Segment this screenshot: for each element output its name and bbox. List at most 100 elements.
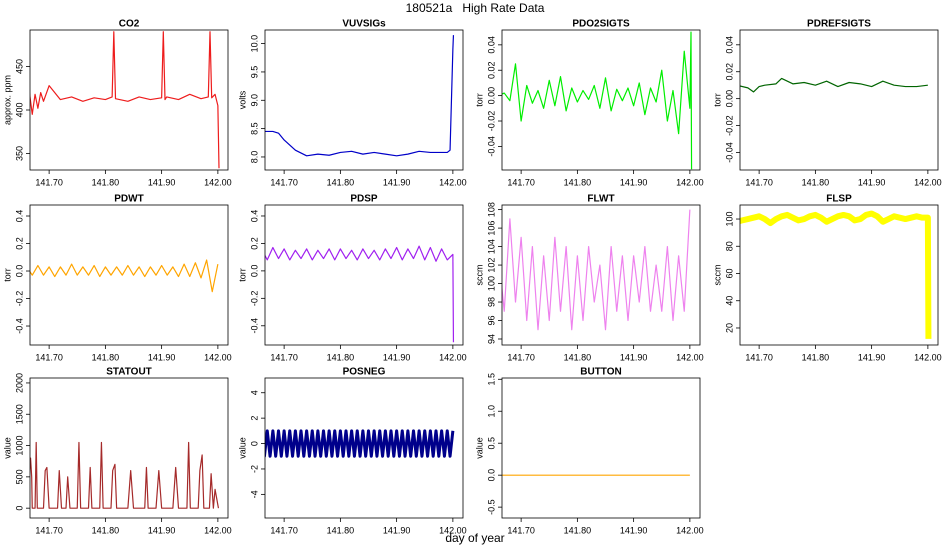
- panel-frame: [501, 29, 701, 171]
- x-tick-label: 141.70: [35, 177, 63, 187]
- x-tick-label: 141.90: [620, 352, 648, 362]
- y-tick-label: 102: [486, 258, 496, 273]
- y-tick-label: 40: [724, 296, 734, 306]
- panel-title: PDO2SIGTS: [572, 19, 630, 30]
- x-tick-label: 141.70: [507, 525, 535, 535]
- data-line: [740, 210, 932, 339]
- x-tick-label: 142.00: [439, 177, 467, 187]
- panel-title: FLSP: [826, 194, 852, 205]
- y-tick-label: -0.02: [724, 115, 734, 136]
- y-tick-label: -4: [249, 490, 259, 498]
- x-tick-label: 141.80: [564, 177, 592, 187]
- panel-frame: [739, 29, 939, 171]
- x-tick-label: 141.90: [620, 525, 648, 535]
- y-tick-label: 0.04: [724, 36, 734, 54]
- plot-area: [502, 209, 691, 331]
- y-tick-label: 10.0: [249, 35, 259, 53]
- y-tick-label: -0.4: [14, 318, 24, 334]
- x-tick-label: 141.80: [92, 352, 120, 362]
- panel-title: PDWT: [114, 194, 143, 205]
- y-tick-label: 500: [14, 469, 24, 484]
- x-tick-label: 141.90: [148, 352, 176, 362]
- plot-area: [740, 210, 932, 339]
- x-tick-label: 142.00: [204, 352, 232, 362]
- x-tick-label: 141.80: [92, 177, 120, 187]
- y-tick-label: 0.2: [249, 237, 259, 250]
- y-axis-label: torr: [474, 93, 484, 107]
- y-tick-label: 0: [14, 506, 24, 511]
- x-tick-label: 141.80: [327, 177, 355, 187]
- y-axis-label: value: [237, 437, 247, 459]
- panel-frame: [29, 204, 229, 346]
- y-tick-label: 0.02: [486, 61, 496, 79]
- x-tick-label: 141.80: [327, 352, 355, 362]
- y-axis-label: torr: [237, 268, 247, 282]
- y-tick-label: 100: [724, 212, 734, 227]
- y-tick-label: -0.04: [724, 142, 734, 163]
- panel-frame: [29, 377, 229, 519]
- panel-frame: [501, 377, 701, 519]
- y-tick-label: 104: [486, 239, 496, 254]
- y-tick-label: -0.2: [14, 291, 24, 307]
- y-tick-label: 8.0: [249, 151, 259, 164]
- y-tick-label: 108: [486, 202, 496, 217]
- x-tick-label: 142.00: [676, 177, 704, 187]
- x-tick-label: 141.70: [745, 177, 773, 187]
- plot-area: [265, 429, 455, 458]
- panel-title: FLWT: [587, 194, 614, 205]
- panel-title: VUVSIGs: [342, 19, 386, 30]
- y-axis-label: volts: [237, 90, 247, 109]
- y-tick-label: 8.5: [249, 122, 259, 135]
- panel-title: POSNEG: [343, 367, 386, 378]
- y-tick-label: 0.0: [249, 265, 259, 278]
- plot-area: [265, 35, 455, 157]
- y-tick-label: 0.4: [14, 210, 24, 223]
- x-tick-label: 141.80: [564, 352, 592, 362]
- x-tick-label: 141.90: [383, 525, 411, 535]
- x-tick-label: 141.70: [270, 177, 298, 187]
- x-tick-label: 142.00: [439, 352, 467, 362]
- y-axis-label: torr: [2, 268, 12, 282]
- x-tick-label: 141.90: [620, 177, 648, 187]
- y-tick-label: 2: [249, 416, 259, 421]
- y-tick-label: 98: [486, 297, 496, 307]
- panel-title: PDSP: [350, 194, 378, 205]
- y-tick-label: 9.0: [249, 94, 259, 107]
- x-tick-label: 142.00: [914, 352, 942, 362]
- x-tick-label: 142.00: [914, 177, 942, 187]
- panel-title: STATOUT: [106, 367, 152, 378]
- y-axis-label: sccm: [474, 265, 484, 286]
- x-tick-label: 141.70: [507, 177, 535, 187]
- y-tick-label: 0.0: [486, 469, 496, 482]
- plot-area: [30, 31, 220, 169]
- y-tick-label: 1500: [14, 404, 24, 424]
- y-tick-label: 0.00: [486, 87, 496, 105]
- y-tick-label: 0.0: [14, 265, 24, 278]
- data-line: [502, 209, 691, 331]
- x-axis-label: day of year: [445, 531, 504, 545]
- x-tick-label: 141.70: [270, 525, 298, 535]
- x-tick-label: 142.00: [204, 177, 232, 187]
- y-tick-label: 106: [486, 221, 496, 236]
- plot-area: [502, 31, 693, 170]
- x-tick-label: 141.70: [35, 525, 63, 535]
- panel-frame: [739, 204, 939, 346]
- y-tick-label: 100: [486, 276, 496, 291]
- x-tick-label: 141.70: [745, 352, 773, 362]
- x-tick-label: 141.80: [92, 525, 120, 535]
- y-tick-label: 0: [249, 441, 259, 446]
- x-tick-label: 142.00: [676, 352, 704, 362]
- data-line: [265, 245, 455, 343]
- y-tick-label: 1000: [14, 436, 24, 456]
- y-tick-label: -0.5: [486, 499, 496, 515]
- panel-frame: [29, 29, 229, 171]
- y-axis-label: torr: [712, 93, 722, 107]
- y-tick-label: 0.02: [724, 63, 734, 81]
- y-tick-label: -0.4: [249, 318, 259, 334]
- x-tick-label: 141.70: [270, 352, 298, 362]
- y-tick-label: 80: [724, 241, 734, 251]
- x-tick-label: 141.80: [564, 525, 592, 535]
- y-axis-label: value: [2, 437, 12, 459]
- y-tick-label: -0.02: [486, 111, 496, 132]
- y-tick-label: 60: [724, 268, 734, 278]
